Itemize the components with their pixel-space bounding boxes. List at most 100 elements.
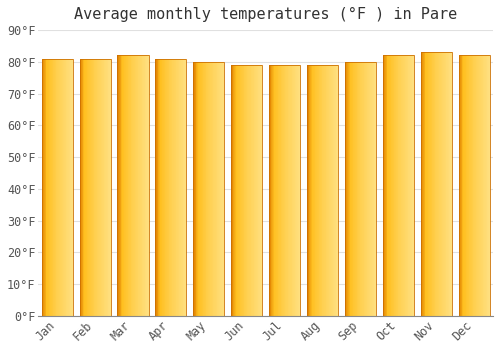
Bar	[398, 56, 399, 316]
Bar	[120, 56, 122, 316]
Bar	[238, 65, 239, 316]
Bar	[162, 59, 163, 316]
Bar	[170, 59, 171, 316]
Bar	[201, 62, 202, 316]
Bar	[332, 65, 334, 316]
Bar	[123, 56, 124, 316]
Bar	[403, 56, 404, 316]
Bar	[46, 59, 47, 316]
Bar	[178, 59, 180, 316]
Bar	[450, 52, 451, 316]
Bar	[296, 65, 297, 316]
Bar	[446, 52, 447, 316]
Bar	[109, 59, 110, 316]
Bar	[440, 52, 441, 316]
Bar	[485, 56, 486, 316]
Bar	[436, 52, 437, 316]
Bar	[346, 62, 347, 316]
Bar	[245, 65, 246, 316]
Bar	[395, 56, 396, 316]
Bar	[424, 52, 426, 316]
Bar	[383, 56, 384, 316]
Bar	[369, 62, 370, 316]
Bar	[277, 65, 278, 316]
Bar	[478, 56, 479, 316]
Bar	[159, 59, 160, 316]
Bar	[423, 52, 424, 316]
Bar	[52, 59, 54, 316]
Bar	[161, 59, 162, 316]
Bar	[84, 59, 85, 316]
Bar	[489, 56, 490, 316]
Bar	[284, 65, 286, 316]
Bar	[433, 52, 434, 316]
Bar	[308, 65, 310, 316]
Bar	[486, 56, 488, 316]
Bar	[184, 59, 185, 316]
Bar	[472, 56, 474, 316]
Bar	[282, 65, 283, 316]
Bar	[438, 52, 440, 316]
Bar	[71, 59, 72, 316]
Bar	[272, 65, 273, 316]
Bar	[441, 52, 442, 316]
Bar	[404, 56, 406, 316]
Bar	[317, 65, 318, 316]
Bar	[325, 65, 326, 316]
Bar	[216, 62, 218, 316]
Bar	[426, 52, 427, 316]
Bar	[254, 65, 255, 316]
Bar	[62, 59, 64, 316]
Bar	[364, 62, 365, 316]
Bar	[193, 62, 224, 316]
Bar	[400, 56, 402, 316]
Bar	[365, 62, 366, 316]
Bar	[420, 52, 452, 316]
Bar	[256, 65, 257, 316]
Bar	[50, 59, 51, 316]
Bar	[119, 56, 120, 316]
Bar	[291, 65, 292, 316]
Bar	[147, 56, 148, 316]
Bar	[102, 59, 103, 316]
Bar	[127, 56, 128, 316]
Bar	[399, 56, 400, 316]
Bar	[287, 65, 288, 316]
Bar	[176, 59, 177, 316]
Bar	[219, 62, 220, 316]
Bar	[58, 59, 59, 316]
Bar	[355, 62, 356, 316]
Bar	[348, 62, 350, 316]
Bar	[383, 56, 414, 316]
Bar	[474, 56, 475, 316]
Bar	[172, 59, 173, 316]
Bar	[328, 65, 330, 316]
Bar	[166, 59, 167, 316]
Bar	[434, 52, 436, 316]
Bar	[174, 59, 175, 316]
Bar	[335, 65, 336, 316]
Bar	[221, 62, 222, 316]
Bar	[462, 56, 463, 316]
Bar	[345, 62, 346, 316]
Bar	[91, 59, 92, 316]
Bar	[61, 59, 62, 316]
Bar	[350, 62, 351, 316]
Bar	[385, 56, 386, 316]
Bar	[211, 62, 212, 316]
Bar	[198, 62, 200, 316]
Bar	[458, 56, 460, 316]
Bar	[47, 59, 48, 316]
Bar	[232, 65, 234, 316]
Bar	[298, 65, 300, 316]
Bar	[427, 52, 428, 316]
Bar	[60, 59, 61, 316]
Bar	[122, 56, 123, 316]
Bar	[422, 52, 423, 316]
Bar	[360, 62, 361, 316]
Bar	[312, 65, 313, 316]
Bar	[43, 59, 44, 316]
Bar	[488, 56, 489, 316]
Bar	[429, 52, 430, 316]
Bar	[451, 52, 452, 316]
